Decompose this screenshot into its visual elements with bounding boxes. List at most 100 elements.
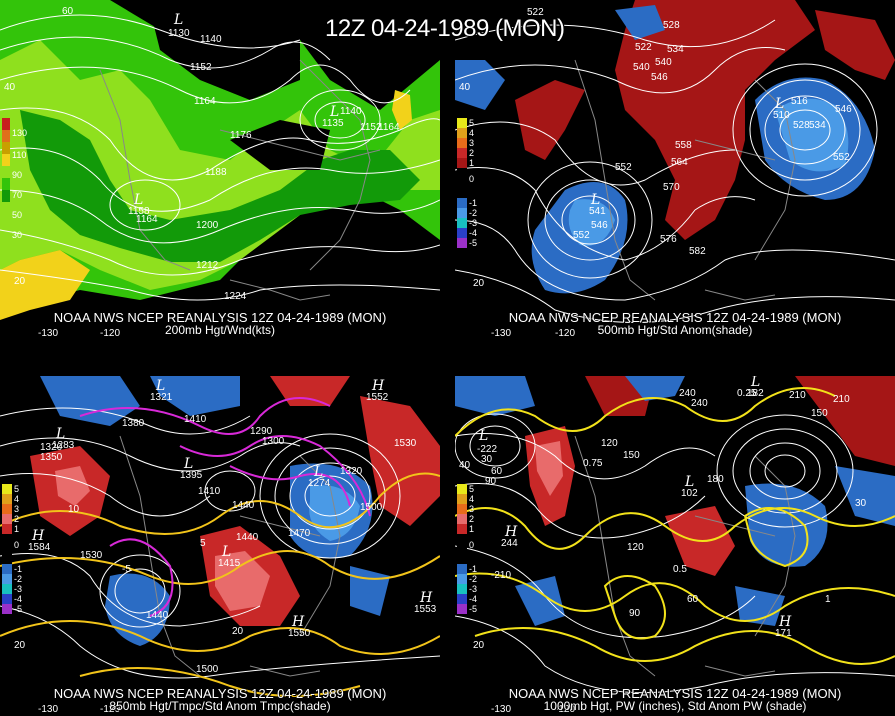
low-marker: L: [155, 378, 165, 394]
contour-label: 1410: [198, 486, 221, 497]
anomaly-negative-sw: [105, 573, 170, 646]
lon-label: -120: [555, 704, 575, 715]
anomaly-positive-center-core: [215, 551, 270, 611]
contour-label: 1300: [262, 436, 285, 447]
legend-tick: -2: [469, 574, 477, 584]
contour-label: 1200: [196, 220, 219, 231]
legend-tick: 110: [12, 150, 26, 160]
pw-label: 0.75: [583, 458, 603, 469]
contour-label: 1320: [340, 466, 363, 477]
contour-label: 30: [855, 498, 867, 509]
low-value: 510: [773, 110, 790, 121]
legend-tick: 4: [14, 494, 19, 504]
legend-200mb: [2, 118, 10, 202]
contour-label: 540: [633, 62, 650, 73]
high-marker: H: [371, 378, 385, 394]
panel-500mb[interactable]: 5 4 3 2 1 0 -1 -2 -3 -4 -5 522 540 546 5…: [455, 0, 895, 340]
high-value: 1584: [28, 542, 51, 553]
panel-field: 850mb Hgt/Tmpc/Std Anom Tmpc(shade): [109, 699, 331, 713]
contour-label: 1500: [360, 502, 383, 513]
legend-500mb: [457, 118, 467, 248]
contour-label: 546: [835, 104, 852, 115]
panel-850mb[interactable]: 5 4 3 2 1 0 -1 -2 -3 -4 -5 1470 1320 135…: [0, 376, 440, 716]
contour-label: 576: [660, 234, 677, 245]
high-value: 244: [501, 538, 518, 549]
legend-tick: -5: [14, 604, 22, 614]
low-value: 182: [747, 388, 764, 399]
high-value: 1552: [366, 392, 389, 403]
lat-label: 60: [62, 6, 74, 17]
high-marker: H: [291, 614, 305, 630]
legend-tick: 4: [469, 128, 474, 138]
contour-label: 1164: [136, 214, 158, 225]
panel-source: NOAA NWS NCEP REANALYSIS 12Z 04-24-1989 …: [508, 310, 842, 325]
legend-tick: 30: [12, 230, 22, 240]
contour-label: 546: [591, 220, 608, 231]
legend-tick: -4: [469, 594, 477, 604]
low-marker: L: [684, 474, 694, 490]
low-marker: L: [173, 12, 183, 28]
contour-label: 240: [679, 388, 696, 399]
dark-region-north: [150, 0, 300, 100]
contour-label: 546: [651, 72, 668, 83]
anomaly-positive-west-core: [535, 441, 563, 496]
legend-tick: 1: [14, 524, 19, 534]
legend-tick: 70: [12, 190, 22, 200]
anomaly-negative-north2: [625, 376, 685, 401]
anomaly-negative-north: [455, 376, 535, 416]
lat-label: 20: [14, 640, 26, 651]
contour-label: 516: [791, 96, 808, 107]
high-marker: H: [31, 528, 45, 544]
legend-tick: 5: [469, 118, 474, 128]
low-value: 102: [681, 488, 698, 499]
panel-1000mb[interactable]: 5 4 3 2 1 0 -1 -2 -3 -4 -5 30 60 90 120 …: [455, 376, 895, 716]
anomaly-negative-se: [735, 586, 785, 626]
contour-label: 558: [675, 140, 692, 151]
legend-tick: 0: [14, 540, 19, 550]
contour-label: 180: [707, 474, 724, 485]
contour-label: 30: [481, 454, 493, 465]
high-value: 171: [775, 628, 792, 639]
contour-label: 1500: [196, 664, 219, 675]
temp-label: 5: [200, 538, 206, 549]
contour-label: 90: [485, 476, 497, 487]
contour-label: 60: [687, 594, 699, 605]
contour-label: 534: [809, 120, 826, 131]
legend-tick: 4: [469, 494, 474, 504]
anomaly-negative-sw: [515, 576, 565, 626]
contour-label: 90: [629, 608, 641, 619]
contour-label: 60: [491, 466, 503, 477]
lat-label: 40: [4, 82, 16, 93]
pw-label: 0.5: [673, 564, 687, 575]
legend-tick: 5: [14, 484, 19, 494]
legend-tick: 0: [469, 540, 474, 550]
contour-label: 1470: [288, 528, 311, 539]
contour-label: 528: [793, 120, 810, 131]
anomaly-positive-east: [360, 396, 440, 526]
height-contours: [0, 14, 440, 301]
jet-band-yellow: [0, 250, 90, 320]
panel-200mb[interactable]: 130 110 90 70 50 30 1140 1152 1164 1176 …: [0, 0, 440, 340]
legend-tick: -4: [469, 228, 477, 238]
contour-label: 120: [627, 542, 644, 553]
anomaly-negative-north: [615, 5, 665, 40]
contour-label: 522: [527, 7, 544, 18]
legend-tick: -2: [14, 574, 22, 584]
low-value: 1415: [218, 558, 241, 569]
panel-field: 1000mb Hgt, PW (inches), Std Anom PW (sh…: [543, 699, 807, 713]
legend-tick: 0: [469, 174, 474, 184]
legend-tick: 90: [12, 170, 22, 180]
legend-tick: -1: [469, 564, 477, 574]
low-value: 1135: [322, 118, 344, 129]
contour-label: 1176: [230, 130, 252, 141]
pw-contours: [455, 387, 895, 665]
low-value: 1130: [168, 28, 190, 39]
height-contours: [455, 413, 895, 694]
contour-label: 1440: [232, 500, 255, 511]
contour-label: 120: [601, 438, 618, 449]
lat-label: 20: [473, 640, 485, 651]
contour-label: 534: [667, 44, 684, 55]
contour-label: 1290: [250, 426, 273, 437]
contour-label: 1320: [40, 442, 63, 453]
legend-tick: 50: [12, 210, 22, 220]
